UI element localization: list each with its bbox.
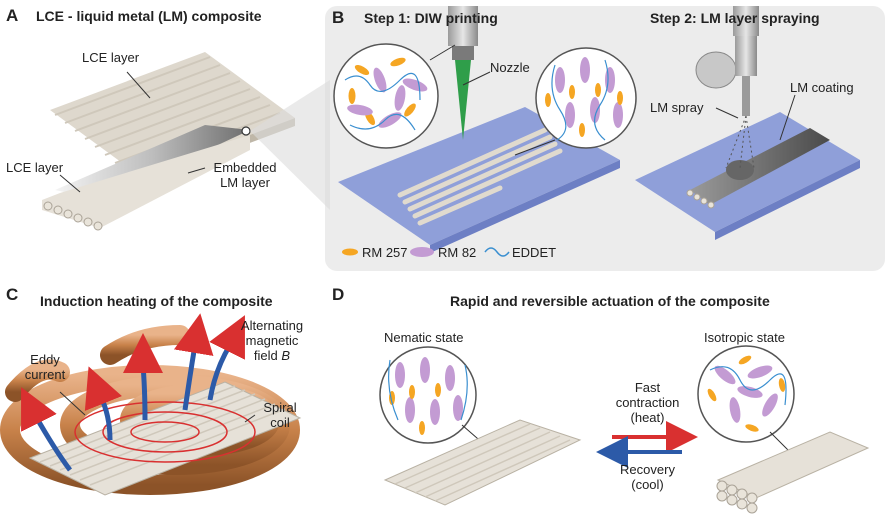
label-lm-coating: LM coating (790, 80, 854, 95)
nozzle (448, 6, 478, 140)
label-fast-contraction: Fast contraction (heat) (600, 380, 695, 425)
legend-rm257: RM 257 (362, 245, 408, 260)
mesogen-zoom-aligned (535, 47, 637, 149)
magnetic-field-arrows (21, 313, 245, 472)
label-rec-1: Recovery (620, 462, 675, 477)
panel-c-graphic (0, 313, 302, 496)
legend-rm257-icon (342, 248, 358, 256)
panel-d-graphic (379, 345, 870, 514)
spray-cone (725, 115, 755, 169)
label-nozzle: Nozzle (490, 60, 530, 75)
panel-b-graphic (333, 6, 860, 257)
legend-eddet-icon (484, 247, 510, 257)
panel-c-title: Induction heating of the composite (40, 293, 273, 309)
lce-bottom-layer (42, 135, 250, 231)
panel-d-title: Rapid and reversible actuation of the co… (450, 293, 770, 309)
label-embedded-2: LM layer (220, 175, 270, 190)
step1-title: Step 1: DIW printing (364, 10, 498, 26)
panel-b-letter: B (332, 8, 345, 27)
panel-a-title: LCE - liquid metal (LM) composite (36, 8, 262, 24)
mesogen-zoom-random (333, 43, 439, 149)
label-spiral-coil: Spiral coil (255, 400, 305, 430)
label-nematic: Nematic state (384, 330, 464, 345)
panel-c-letter: C (6, 285, 19, 304)
eddy-currents (74, 401, 256, 463)
label-eddy-1: Eddy (30, 352, 60, 367)
printed-fibers (397, 127, 563, 226)
step2-title: Step 2: LM layer spraying (650, 10, 820, 26)
label-eddy-current: Eddy current (10, 352, 80, 382)
label-alt-1: Alternating (240, 318, 304, 333)
legend-rm82: RM 82 (438, 245, 477, 260)
label-eddy-2: current (24, 367, 66, 382)
legend-eddet: EDDET (512, 245, 557, 260)
label-recovery: Recovery (cool) (600, 462, 695, 492)
label-alt-2: magnetic (245, 333, 299, 348)
label-embedded-1: Embedded (213, 160, 277, 175)
nematic-zoom (379, 346, 477, 444)
isotropic-zoom (697, 345, 795, 443)
spray-nozzle (695, 6, 759, 116)
label-spiral-2: coil (270, 415, 290, 430)
label-embedded-lm: Embedded LM layer (205, 160, 285, 190)
legend-rm82-icon (410, 247, 434, 257)
label-lm-spray: LM spray (650, 100, 704, 115)
label-fast-3: (heat) (630, 410, 665, 425)
label-lce-layer-bottom: LCE layer (6, 160, 64, 175)
label-alt-b: B (281, 348, 291, 363)
label-rec-2: (cool) (631, 477, 664, 492)
label-lce-layer-top: LCE layer (82, 50, 140, 65)
label-fast-1: Fast (634, 380, 661, 395)
panel-a-graphic (42, 52, 330, 231)
label-alt-3: field (253, 348, 282, 363)
label-spiral-1: Spiral (263, 400, 297, 415)
label-isotropic: Isotropic state (704, 330, 785, 345)
lm-coated-strip (690, 128, 830, 205)
panel-d-letter: D (332, 285, 345, 304)
label-alternating-field: Alternating magnetic field B (232, 318, 312, 363)
label-fast-2: contraction (615, 395, 680, 410)
panel-a-letter: A (6, 6, 19, 25)
